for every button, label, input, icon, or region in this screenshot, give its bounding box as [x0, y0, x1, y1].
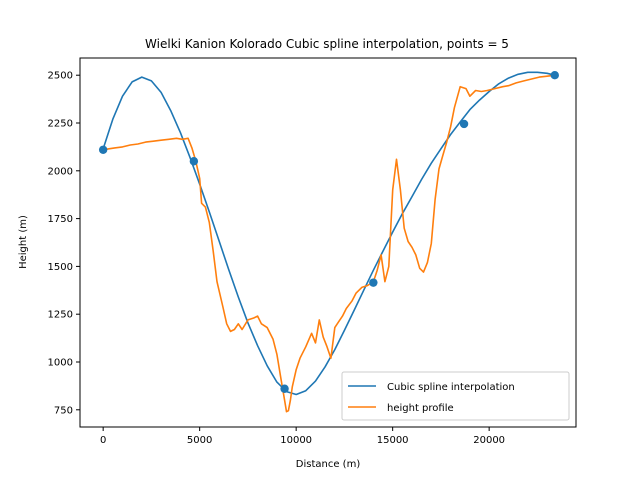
- legend-label-profile: height profile: [387, 403, 454, 414]
- x-tick-label: 15000: [377, 435, 409, 446]
- height-profile-line: [103, 74, 555, 413]
- y-tick-label: 2250: [48, 119, 73, 130]
- spline-line: [102, 71, 555, 396]
- interpolation-point: [550, 71, 559, 80]
- series-layer: [98, 71, 559, 413]
- interpolation-point: [98, 145, 108, 154]
- plot-area: [79, 57, 577, 428]
- x-axis: 0 5000 10000 15000 20000: [100, 427, 505, 446]
- x-tick-label: 0: [100, 435, 106, 446]
- x-tick-label: 5000: [187, 435, 212, 446]
- interpolation-point: [459, 119, 469, 129]
- x-tick-label: 20000: [473, 435, 505, 446]
- y-tick-label: 750: [54, 405, 73, 416]
- legend-box: [341, 371, 570, 421]
- y-axis-label: Height (m): [18, 215, 29, 269]
- chart-title: Wielki Kanion Kolorado Cubic spline inte…: [145, 37, 509, 51]
- interpolation-point: [189, 157, 199, 166]
- interpolation-point: [280, 384, 289, 393]
- y-tick-label: 1750: [48, 214, 73, 225]
- x-axis-label: Distance (m): [296, 459, 361, 470]
- y-tick-label: 2500: [48, 71, 73, 82]
- interpolation-point: [369, 278, 378, 287]
- x-tick-label: 10000: [280, 435, 312, 446]
- y-tick-label: 2000: [48, 166, 73, 177]
- plot-frame: [79, 57, 577, 428]
- y-tick-label: 1250: [48, 310, 73, 321]
- legend-label-spline: Cubic spline interpolation: [387, 382, 515, 393]
- y-tick-label: 1000: [48, 357, 73, 368]
- legend: Cubic spline interpolation height profil…: [341, 371, 570, 421]
- y-tick-label: 1500: [48, 262, 73, 273]
- y-axis: 750 1000 1250 1500 1750 2000 2250 2500: [48, 71, 80, 416]
